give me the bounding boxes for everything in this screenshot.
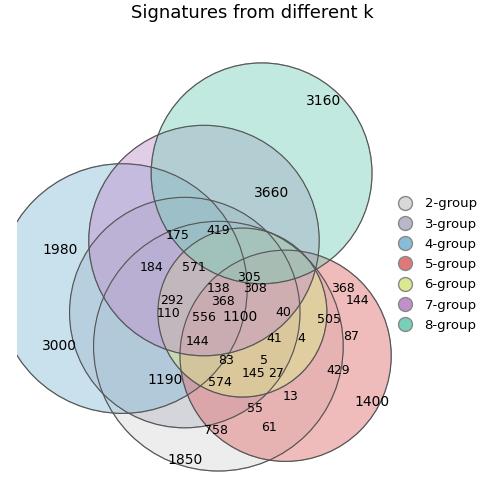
Text: 55: 55 [247,402,263,415]
Text: 41: 41 [266,332,282,345]
Text: 292: 292 [160,294,184,306]
Circle shape [0,164,247,413]
Text: 1100: 1100 [223,310,258,325]
Text: 110: 110 [157,307,180,320]
Text: 4: 4 [297,332,305,345]
Text: 138: 138 [207,282,230,295]
Circle shape [158,228,327,397]
Text: 40: 40 [276,306,292,319]
Text: 505: 505 [317,313,341,326]
Text: 27: 27 [268,366,284,380]
Text: 305: 305 [237,271,261,284]
Circle shape [70,198,300,428]
Text: 3660: 3660 [254,185,289,200]
Text: 3160: 3160 [306,94,342,108]
Text: 144: 144 [346,294,369,306]
Text: 87: 87 [343,330,359,343]
Text: 145: 145 [242,366,266,380]
Circle shape [151,63,372,284]
Text: 368: 368 [211,294,235,307]
Text: 1980: 1980 [42,243,78,257]
Text: 83: 83 [218,354,234,367]
Text: 429: 429 [327,364,350,376]
Text: 571: 571 [182,261,206,274]
Legend: 2-group, 3-group, 4-group, 5-group, 6-group, 7-group, 8-group: 2-group, 3-group, 4-group, 5-group, 6-gr… [388,194,481,336]
Text: 574: 574 [208,376,232,389]
Text: 13: 13 [283,390,298,403]
Text: 144: 144 [185,335,209,348]
Text: 175: 175 [166,229,190,242]
Text: 184: 184 [139,261,163,274]
Text: 61: 61 [262,421,277,434]
Text: 3000: 3000 [42,339,78,353]
Text: 308: 308 [243,282,267,295]
Circle shape [89,125,319,356]
Text: 758: 758 [205,424,228,437]
Text: 5: 5 [261,354,269,367]
Circle shape [180,250,391,462]
Text: 368: 368 [331,282,355,295]
Text: 1850: 1850 [167,453,203,467]
Text: 1190: 1190 [148,373,183,387]
Text: 419: 419 [207,224,230,237]
Title: Signatures from different k: Signatures from different k [131,4,373,22]
Circle shape [94,221,343,471]
Text: 556: 556 [192,311,216,324]
Text: 1400: 1400 [354,395,390,409]
